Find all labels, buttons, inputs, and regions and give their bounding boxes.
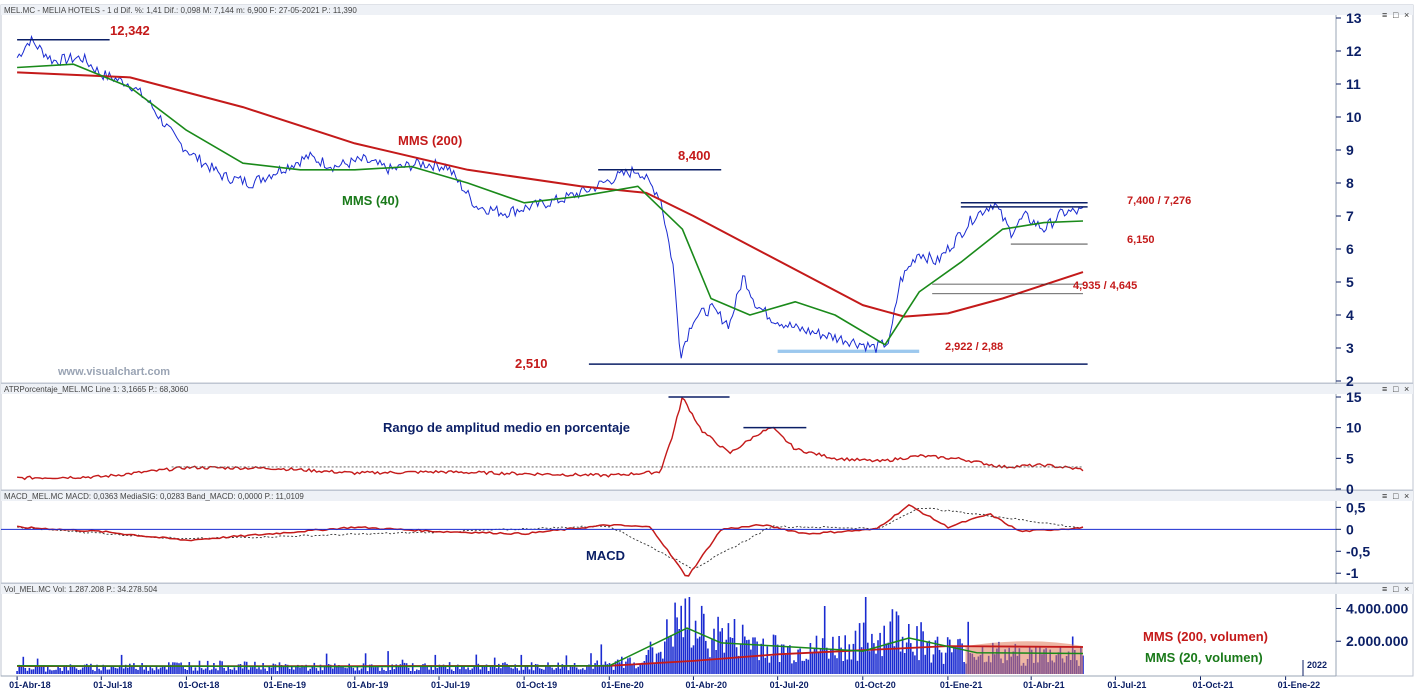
vol-mms20-label: MMS (20, volumen) — [1145, 650, 1263, 665]
macd-header-bar — [1, 491, 1413, 501]
x-tick-label: 01-Jul-20 — [770, 680, 809, 690]
y-tick-label: -1 — [1346, 565, 1359, 581]
y-tick-label: 8 — [1346, 175, 1354, 191]
mms40-label: MMS (40) — [342, 193, 399, 208]
volume-bars — [16, 597, 1084, 674]
window-button-0: ≡ — [1382, 491, 1387, 501]
year-marker: 2022 — [1307, 660, 1327, 670]
window-button-2: × — [1404, 10, 1409, 20]
x-tick-label: 01-Oct-19 — [516, 680, 557, 690]
atr-panel-header: ATRPorcentaje_MEL.MC Line 1: 3,1665 P.: … — [4, 385, 189, 394]
vol-mms200-label: MMS (200, volumen) — [1143, 629, 1268, 644]
y-tick-label: 6 — [1346, 241, 1354, 257]
y-tick-label: 9 — [1346, 142, 1354, 158]
window-button-1: □ — [1393, 384, 1399, 394]
volume-header-bar — [1, 584, 1413, 594]
resistance-label: 7,400 / 7,276 — [1127, 195, 1191, 207]
y-axis-ticks: 2 3 4 5 6 7 8 9 10 11 12 13 0 5 10 15 0,5 0 -0,5 -1 2.000.00… — [1336, 10, 1408, 649]
window-button-2: × — [1404, 584, 1409, 594]
y-tick-label: 0 — [1346, 481, 1354, 497]
price-panel-header: MEL.MC - MELIA HOTELS - 1 d Dif. %: 1,41… — [4, 6, 357, 15]
y-tick-label: 5 — [1346, 450, 1354, 466]
x-tick-label: 01-Jul-21 — [1107, 680, 1146, 690]
x-tick-label: 01-Abr-20 — [685, 680, 727, 690]
x-tick-label: 01-Ene-22 — [1278, 680, 1321, 690]
window-button-2: × — [1404, 384, 1409, 394]
x-tick-label: 01-Abr-21 — [1023, 680, 1065, 690]
support-band — [777, 349, 920, 353]
volume-highlight-zone — [965, 641, 1083, 674]
y-tick-label: 7 — [1346, 208, 1354, 224]
support1-label: 6,150 — [1127, 234, 1155, 246]
volume-panel-header: Vol_MEL.MC Vol: 1.287.208 P.: 34.278.504 — [4, 585, 158, 594]
y-tick-label: 10 — [1346, 420, 1362, 436]
x-tick-label: 01-Oct-18 — [178, 680, 219, 690]
level-lines — [1, 38, 1336, 530]
x-tick-label: 01-Ene-20 — [601, 680, 644, 690]
low-level-label: 2,510 — [515, 356, 548, 371]
mms200-label: MMS (200) — [398, 133, 462, 148]
y-tick-label: 0,5 — [1346, 499, 1366, 515]
window-button-1: □ — [1393, 10, 1399, 20]
window-button-2: × — [1404, 491, 1409, 501]
watermark: www.visualchart.com — [57, 366, 170, 378]
y-tick-label: 2.000.000 — [1346, 633, 1408, 649]
y-tick-label: 13 — [1346, 10, 1362, 26]
x-tick-label: 01-Oct-21 — [1192, 680, 1233, 690]
window-button-1: □ — [1393, 491, 1399, 501]
macd-line — [16, 504, 1084, 577]
support3-label: 2,922 / 2,88 — [945, 341, 1003, 353]
macd-signal-line — [17, 507, 1084, 570]
macd-label: MACD — [586, 548, 625, 563]
y-tick-label: 15 — [1346, 389, 1362, 405]
price-line — [16, 34, 1084, 359]
support2-label: 4,935 / 4,645 — [1073, 280, 1137, 292]
x-tick-label: 01-Ene-21 — [940, 680, 983, 690]
y-tick-label: 5 — [1346, 274, 1354, 290]
x-tick-label: 01-Oct-20 — [855, 680, 896, 690]
x-tick-label: 01-Abr-19 — [347, 680, 389, 690]
window-buttons: ≡ □ × ≡ □ × ≡ □ × ≡ □ × — [1382, 10, 1409, 594]
vol-mms20-line — [17, 627, 1084, 668]
window-button-1: □ — [1393, 584, 1399, 594]
atr-label: Rango de amplitud medio en porcentaje — [383, 420, 630, 435]
atr-header-bar — [1, 384, 1413, 394]
x-tick-label: 01-Abr-18 — [9, 680, 51, 690]
x-tick-label: 01-Jul-18 — [93, 680, 132, 690]
y-tick-label: 4.000.000 — [1346, 600, 1408, 616]
y-tick-label: 0 — [1346, 521, 1354, 537]
x-tick-label: 01-Jul-19 — [431, 680, 470, 690]
data-series — [16, 34, 1084, 668]
support-bands — [777, 349, 920, 353]
price-panel-frame — [0, 4, 1414, 384]
x-axis-ticks: 01-Abr-18 01-Jul-18 01-Oct-18 01-Ene-19 01-A… — [1, 675, 1336, 690]
window-button-0: ≡ — [1382, 10, 1387, 20]
window-button-0: ≡ — [1382, 584, 1387, 594]
macd-panel-header: MACD_MEL.MC MACD: 0,0363 MediaSIG: 0,028… — [4, 492, 304, 501]
high-level-label: 12,342 — [110, 23, 150, 38]
atr-panel-frame — [0, 383, 1414, 491]
y-tick-label: 2 — [1346, 373, 1354, 389]
y-tick-label: 3 — [1346, 340, 1354, 356]
y-tick-label: 11 — [1346, 76, 1361, 92]
mms200-line — [17, 71, 1084, 318]
price-header-bar — [1, 5, 1413, 15]
window-button-0: ≡ — [1382, 384, 1387, 394]
y-tick-label: 12 — [1346, 43, 1362, 59]
x-tick-label: 01-Ene-19 — [264, 680, 307, 690]
y-tick-label: -0,5 — [1346, 543, 1370, 559]
peak-2020-label: 8,400 — [678, 148, 711, 163]
macd-panel-frame — [0, 490, 1414, 584]
y-tick-label: 10 — [1346, 109, 1362, 125]
mms40-line — [17, 63, 1084, 346]
y-tick-label: 4 — [1346, 307, 1354, 323]
atr-line — [17, 396, 1084, 481]
